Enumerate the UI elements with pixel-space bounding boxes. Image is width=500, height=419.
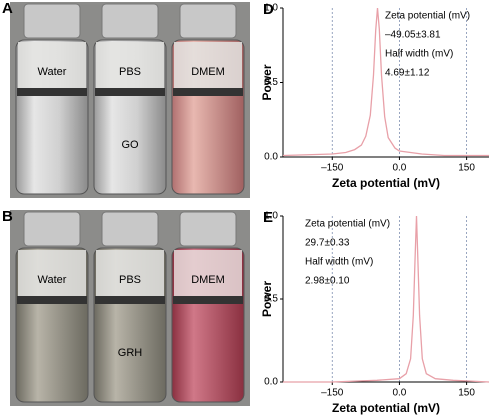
meniscus bbox=[17, 296, 87, 304]
vial-neck bbox=[23, 211, 81, 247]
vial-neck bbox=[101, 3, 159, 39]
vial-clear-top bbox=[96, 42, 164, 88]
x-tick-label: –150 bbox=[321, 388, 344, 399]
x-axis-label: Zeta potential (mV) bbox=[332, 401, 440, 415]
vial: Water bbox=[15, 3, 89, 195]
vial: DMEM bbox=[171, 3, 245, 195]
y-tick-label: 1.0 bbox=[264, 3, 278, 14]
vial-neck bbox=[179, 3, 237, 39]
vial-neck bbox=[23, 3, 81, 39]
meniscus bbox=[95, 296, 165, 304]
x-tick-label: 0.0 bbox=[392, 163, 406, 174]
panel-letter: B bbox=[2, 208, 13, 225]
data-line bbox=[283, 215, 490, 383]
vial: PBS bbox=[93, 211, 167, 403]
vial-clear-top bbox=[96, 250, 164, 296]
vial-neck bbox=[179, 211, 237, 247]
x-tick-label: –150 bbox=[321, 163, 344, 174]
y-tick-label: 0.5 bbox=[264, 77, 278, 88]
vial-clear-top bbox=[174, 42, 242, 88]
panel-letter: A bbox=[2, 0, 13, 17]
vial: DMEM bbox=[171, 211, 245, 403]
vial-clear-top bbox=[18, 42, 86, 88]
meniscus bbox=[173, 88, 243, 96]
x-tick-label: 150 bbox=[458, 163, 475, 174]
data-line bbox=[282, 7, 489, 157]
y-tick-label: 0.0 bbox=[264, 152, 278, 163]
annotation: 29.7±0.33 bbox=[305, 238, 350, 249]
vial: PBS bbox=[93, 3, 167, 195]
annotation: 2.98±0.10 bbox=[305, 276, 350, 287]
y-axis-label: Power bbox=[260, 281, 274, 317]
vial-label: DMEM bbox=[191, 274, 225, 286]
vial-label: DMEM bbox=[191, 66, 225, 78]
vial-neck bbox=[101, 211, 159, 247]
vial-label: PBS bbox=[119, 274, 141, 286]
y-tick-label: 0.5 bbox=[264, 294, 278, 305]
annotation: Half width (mV) bbox=[385, 49, 453, 60]
x-tick-label: 0.0 bbox=[392, 388, 406, 399]
y-tick-label: 0.0 bbox=[264, 377, 278, 388]
vial: Water bbox=[15, 211, 89, 403]
annotation: 4.69±1.12 bbox=[385, 68, 430, 79]
y-tick-label: 1.0 bbox=[264, 211, 278, 222]
annotation: –49.05±3.81 bbox=[385, 30, 441, 41]
vial-label: PBS bbox=[119, 66, 141, 78]
meniscus bbox=[173, 296, 243, 304]
vial-clear-top bbox=[18, 250, 86, 296]
x-axis-label: Zeta potential (mV) bbox=[332, 176, 440, 190]
x-tick-label: 150 bbox=[458, 388, 475, 399]
annotation: Zeta potential (mV) bbox=[305, 219, 390, 230]
meniscus bbox=[95, 88, 165, 96]
annotation: Half width (mV) bbox=[305, 257, 373, 268]
y-axis-label: Power bbox=[260, 64, 274, 100]
vial-label: Water bbox=[38, 274, 67, 286]
panel-letter: D bbox=[263, 1, 274, 18]
meniscus bbox=[17, 88, 87, 96]
sample-label: GRH bbox=[118, 347, 143, 359]
vial-clear-top bbox=[174, 250, 242, 296]
sample-label: GO bbox=[121, 139, 139, 151]
panel-letter: E bbox=[263, 209, 273, 226]
annotation: Zeta potential (mV) bbox=[385, 11, 470, 22]
vial-label: Water bbox=[38, 66, 67, 78]
